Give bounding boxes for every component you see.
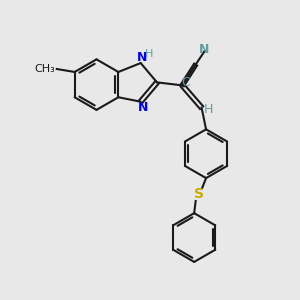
Text: H: H <box>203 103 213 116</box>
Text: N: N <box>199 43 209 56</box>
Text: CH₃: CH₃ <box>34 64 55 74</box>
Text: S: S <box>194 188 204 201</box>
Text: C: C <box>182 76 190 89</box>
Text: N: N <box>137 51 147 64</box>
Text: N: N <box>138 100 148 114</box>
Text: H: H <box>145 49 153 59</box>
